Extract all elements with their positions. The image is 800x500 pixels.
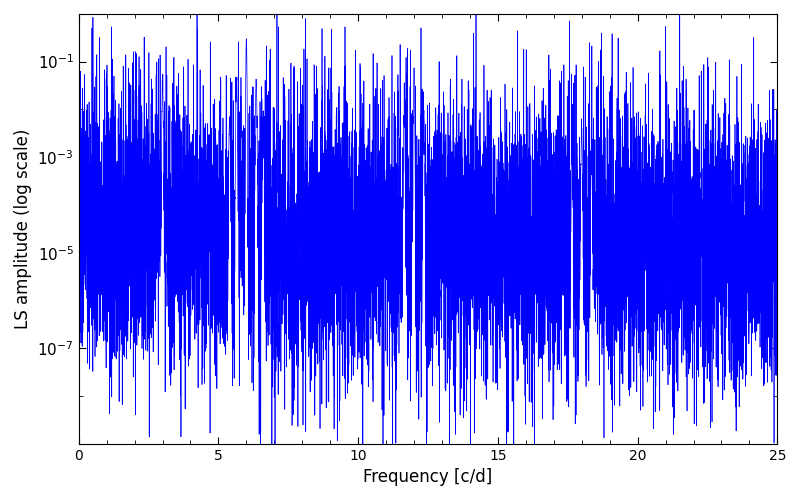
Y-axis label: LS amplitude (log scale): LS amplitude (log scale) <box>14 128 32 329</box>
X-axis label: Frequency [c/d]: Frequency [c/d] <box>363 468 493 486</box>
